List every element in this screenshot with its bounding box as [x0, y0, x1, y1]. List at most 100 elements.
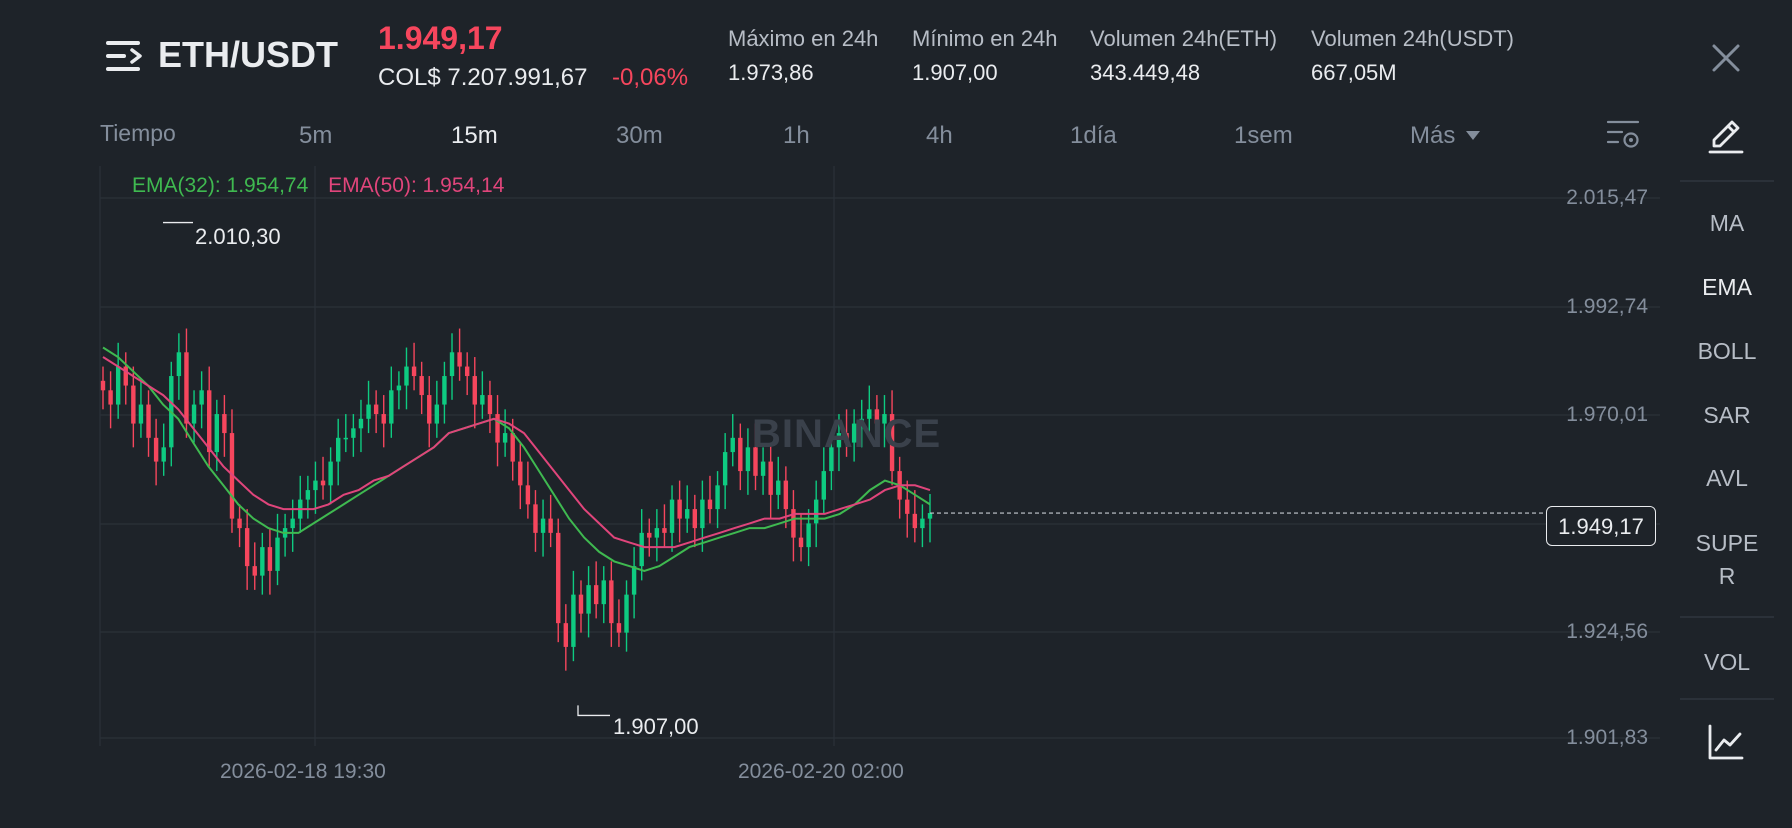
y-tick-label: 1.970,01 [1566, 403, 1648, 426]
watermark-logo: BINANCE [752, 412, 942, 456]
interval-5m[interactable]: 5m [299, 122, 333, 149]
candlestick-chart[interactable] [0, 160, 1670, 800]
stat-value-low: 1.907,00 [912, 60, 998, 85]
candle-body [813, 499, 819, 524]
candle-body [692, 509, 697, 529]
stat-label-volume-eth: Volumen 24h(ETH) [1090, 26, 1278, 51]
candle-body [700, 499, 705, 529]
candle-body [100, 380, 106, 391]
candle-body [578, 594, 584, 614]
candle-body [525, 485, 531, 505]
candle-body [783, 480, 789, 510]
candle-body [518, 461, 523, 486]
line-chart-icon[interactable] [1706, 722, 1746, 762]
candle-body [480, 395, 485, 405]
candle-body [442, 376, 447, 405]
interval-label[interactable]: Tiempo [100, 120, 176, 146]
trading-pair-title[interactable]: ETH/USDT [158, 34, 338, 75]
candle-body [654, 528, 660, 538]
candle-body [889, 414, 895, 472]
indicator-vol[interactable]: VOL [1703, 649, 1751, 675]
chart-grid [99, 166, 1660, 746]
close-icon[interactable] [1706, 38, 1746, 78]
ema50-legend: EMA(50): 1.954,14 [328, 174, 505, 197]
interval-15m[interactable]: 15m [451, 122, 498, 149]
candle-body [320, 480, 326, 486]
candle-body [419, 376, 424, 396]
candle-body [616, 623, 622, 633]
last-price: 1.949,17 [378, 20, 503, 56]
ema32-legend: EMA(32): 1.954,74 [132, 174, 309, 197]
y-tick-label: 1.924,56 [1566, 620, 1648, 643]
indicator-super[interactable]: SUPE R [1695, 530, 1759, 589]
pencil-icon[interactable] [1706, 116, 1746, 156]
candle-body [563, 623, 569, 647]
price-change-percent: -0,06% [612, 64, 689, 91]
candle-body [806, 523, 811, 548]
candle-body [912, 513, 918, 529]
indicator-avl[interactable]: AVL [1706, 465, 1748, 491]
candle-body [601, 580, 606, 605]
candle-body [290, 518, 295, 529]
candle-body [836, 433, 842, 448]
candle-body [328, 461, 333, 486]
candle-body [191, 404, 197, 424]
candle-body [776, 480, 781, 495]
candle-body [639, 532, 644, 567]
ema-legend: EMA(32): 1.954,74 EMA(50): 1.954,14 [132, 174, 504, 198]
candle-body [115, 366, 121, 405]
candle-body [677, 499, 682, 519]
interval-1h[interactable]: 1h [783, 122, 810, 149]
indicator-ma[interactable]: MA [1709, 210, 1745, 236]
candle-body [366, 404, 371, 419]
candle-body [351, 428, 356, 438]
candle-body [214, 414, 220, 453]
candle-body [138, 404, 144, 424]
candle-body [548, 518, 553, 533]
stat-label-high: Máximo en 24h [728, 26, 879, 51]
candle-body [336, 437, 341, 462]
candle-body [662, 528, 667, 533]
y-tick-label: 2.015,47 [1566, 186, 1648, 209]
interval-1sem[interactable]: 1sem [1234, 122, 1293, 149]
candle-body [313, 480, 318, 491]
indicator-boll[interactable]: BOLL [1697, 338, 1757, 364]
indicator-sar[interactable]: SAR [1703, 402, 1751, 428]
divider [1680, 180, 1774, 182]
menu-icon[interactable] [104, 36, 148, 76]
chart-settings-icon[interactable] [1606, 118, 1642, 152]
ema50-line [102, 356, 931, 549]
indicator-ema[interactable]: EMA [1702, 274, 1752, 300]
candle-body [252, 566, 257, 576]
candle-body [153, 437, 159, 462]
ema32-line [102, 346, 931, 572]
candle-body [381, 414, 386, 424]
low-price-label: 1.907,00 [613, 714, 699, 739]
candle-body [738, 437, 743, 472]
candle-body [882, 414, 887, 424]
candle-body [305, 490, 311, 500]
more-intervals-button[interactable]: Más [1410, 122, 1456, 149]
candle-body [131, 385, 136, 424]
candle-body [791, 509, 796, 538]
stat-value-volume-eth: 343.449,48 [1090, 60, 1201, 85]
candle-body [760, 461, 766, 476]
x-tick-label: 2026-02-20 02:00 [738, 760, 904, 783]
candle-body [123, 366, 128, 386]
candle-body [404, 366, 409, 386]
candle-body [821, 471, 826, 500]
candle-body [176, 352, 182, 377]
fiat-price: COL$ 7.207.991,67 [378, 64, 588, 91]
y-tick-label: 1.992,74 [1566, 295, 1648, 318]
interval-4h[interactable]: 4h [926, 122, 953, 149]
candle-body [411, 366, 417, 377]
interval-1dia[interactable]: 1día [1070, 122, 1117, 149]
candle-body [199, 390, 204, 405]
high-price-label: 2.010,30 [195, 224, 281, 249]
candle-body [457, 352, 462, 367]
interval-30m[interactable]: 30m [616, 122, 663, 149]
candle-body [707, 499, 713, 510]
caret-down-icon[interactable] [1466, 131, 1480, 140]
candle-body [685, 509, 690, 519]
candle-body [244, 528, 250, 567]
